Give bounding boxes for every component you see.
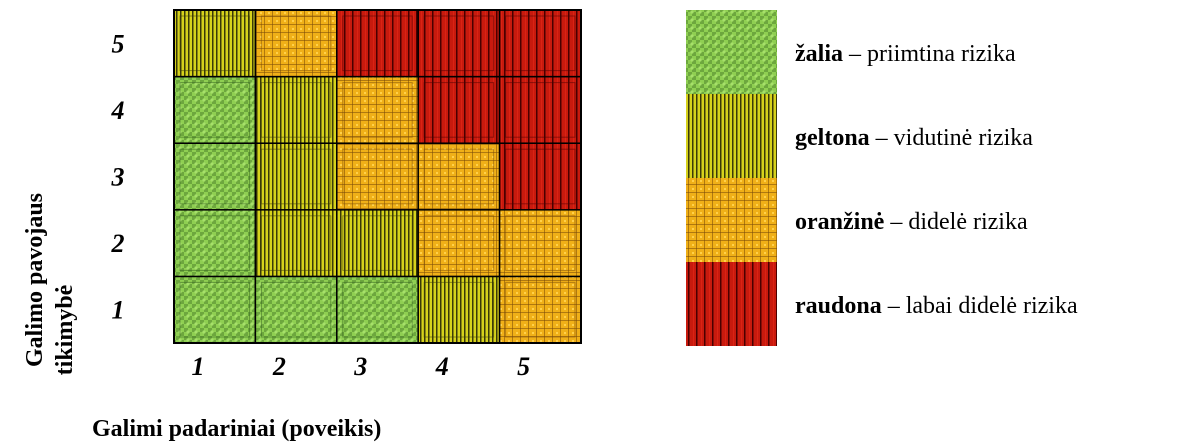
matrix-cell-3-3	[336, 142, 419, 211]
matrix-cell-5-3	[336, 9, 419, 78]
legend-swatch-orange	[686, 178, 777, 262]
x-tick-label: 1	[192, 352, 205, 381]
matrix-cell-2-4	[417, 209, 501, 278]
matrix-cell-1-1	[173, 275, 257, 344]
y-tick-label: 4	[111, 96, 125, 125]
matrix-cell-inner-frame	[342, 215, 413, 271]
matrix-cell-inner-frame	[342, 82, 413, 138]
matrix-cell-inner-frame	[342, 15, 413, 72]
matrix-cell-4-2	[254, 75, 338, 144]
matrix-frame	[173, 9, 582, 344]
matrix-cell-4-3	[336, 75, 419, 144]
x-tick-label: 3	[353, 352, 367, 381]
matrix-cell-1-4	[417, 275, 501, 344]
matrix-cell-1-3	[336, 275, 419, 344]
matrix-cell-inner-frame	[179, 281, 250, 338]
x-tick-label: 2	[272, 352, 286, 381]
legend-swatch-yellow	[686, 94, 777, 178]
legend-label-orange: oranžinė – didelė rizika	[795, 209, 1028, 235]
matrix-cell-inner-frame	[505, 148, 576, 205]
matrix-cell-2-5	[498, 209, 582, 278]
x-tick-label: 4	[435, 352, 449, 381]
legend-texts: žalia – priimtina rizika geltona – viduti…	[795, 41, 1078, 319]
matrix-cell-3-1	[173, 142, 257, 211]
matrix-cells	[173, 9, 582, 344]
matrix-cell-inner-frame	[260, 215, 332, 271]
matrix-cell-inner-frame	[505, 82, 576, 138]
matrix-cell-inner-frame	[179, 82, 250, 138]
matrix-cell-inner-frame	[260, 15, 332, 72]
matrix-cell-inner-frame	[423, 215, 495, 271]
matrix-cell-2-1	[173, 209, 257, 278]
matrix-cell-inner-frame	[505, 281, 576, 338]
matrix-cell-inner-frame	[179, 148, 250, 205]
matrix-cell-inner-frame	[342, 281, 413, 338]
matrix-cell-4-5	[498, 75, 582, 144]
matrix-cell-4-1	[173, 75, 257, 144]
matrix-cell-4-4	[417, 75, 501, 144]
matrix-cell-inner-frame	[505, 15, 576, 72]
matrix-cell-inner-frame	[423, 82, 495, 138]
matrix-cell-inner-frame	[260, 281, 332, 338]
matrix-cell-inner-frame	[423, 148, 495, 205]
legend-swatches	[686, 10, 777, 346]
legend-label-yellow: geltona – vidutinė rizika	[795, 125, 1033, 151]
matrix-cell-inner-frame	[179, 15, 250, 72]
y-tick-labels: 1 2 3 4 5	[111, 29, 125, 324]
x-axis-label: Galimi padariniai (poveikis)	[92, 416, 381, 442]
y-tick-label: 5	[112, 29, 125, 58]
legend-label-green: žalia – priimtina rizika	[795, 41, 1016, 67]
legend-label-red: raudona – labai didelė rizika	[795, 293, 1078, 319]
matrix-cell-3-5	[498, 142, 582, 211]
matrix-cell-5-1	[173, 9, 257, 78]
matrix-cell-3-2	[254, 142, 338, 211]
y-axis-label-line2: tikimybė	[52, 284, 78, 375]
matrix-cell-5-5	[498, 9, 582, 78]
matrix-cell-inner-frame	[260, 148, 332, 205]
matrix-cell-3-4	[417, 142, 501, 211]
x-tick-label: 5	[517, 352, 530, 381]
matrix-cell-1-5	[498, 275, 582, 344]
matrix-cell-5-2	[254, 9, 338, 78]
matrix-cell-inner-frame	[505, 215, 576, 271]
matrix-cell-inner-frame	[423, 281, 495, 338]
x-tick-labels: 1 2 3 4 5	[192, 352, 531, 381]
legend-swatch-red	[686, 262, 777, 346]
matrix-cell-inner-frame	[260, 82, 332, 138]
y-tick-label: 1	[112, 296, 125, 325]
matrix-cell-inner-frame	[342, 148, 413, 205]
matrix-cell-2-3	[336, 209, 419, 278]
matrix-cell-5-4	[417, 9, 501, 78]
legend-swatch-green	[686, 10, 777, 94]
matrix-cell-2-2	[254, 209, 338, 278]
y-axis-label-line1: Galimo pavojaus	[22, 193, 48, 367]
y-tick-label: 2	[111, 229, 125, 258]
matrix-cell-inner-frame	[423, 15, 495, 72]
y-tick-label: 3	[111, 163, 125, 192]
matrix-cell-inner-frame	[179, 215, 250, 271]
matrix-cell-1-2	[254, 275, 338, 344]
